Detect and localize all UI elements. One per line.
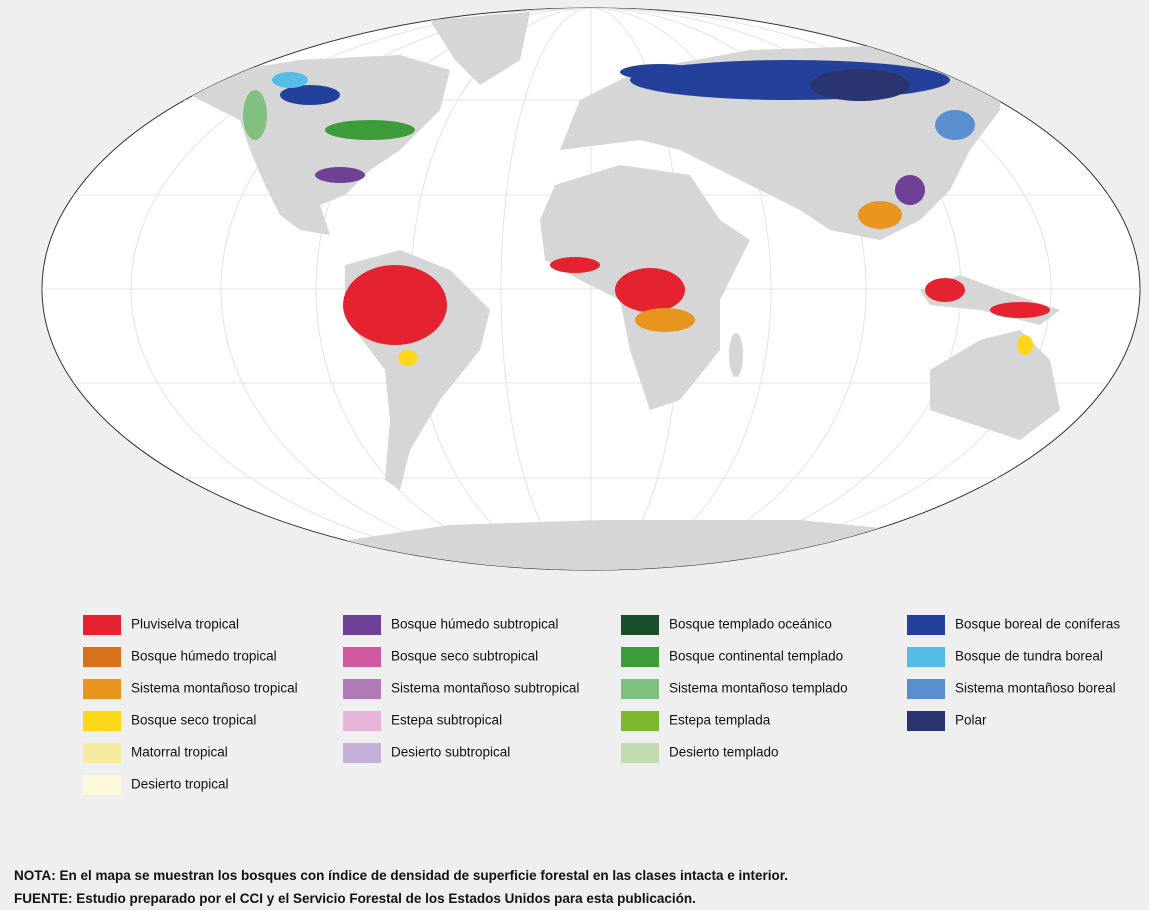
legend-label: Sistema montañoso templado bbox=[669, 681, 848, 696]
forest-areas bbox=[243, 60, 1050, 366]
legend-label: Bosque húmedo tropical bbox=[131, 649, 277, 664]
legend-label: Bosque de tundra boreal bbox=[955, 649, 1103, 664]
legend-swatch bbox=[83, 743, 121, 763]
legend-swatch bbox=[343, 615, 381, 635]
legend-label: Bosque seco tropical bbox=[131, 713, 256, 728]
legend-label: Sistema montañoso subtropical bbox=[391, 681, 579, 696]
legend-label: Estepa subtropical bbox=[391, 713, 502, 728]
legend-swatch bbox=[343, 679, 381, 699]
legend-label: Sistema montañoso tropical bbox=[131, 681, 298, 696]
legend-label: Desierto templado bbox=[669, 745, 779, 760]
legend-label: Pluviselva tropical bbox=[131, 617, 239, 632]
legend-label: Desierto tropical bbox=[131, 777, 229, 792]
legend-swatch bbox=[907, 615, 945, 635]
legend-swatch bbox=[83, 775, 121, 795]
legend: Pluviselva tropical Bosque húmedo tropica… bbox=[83, 615, 1120, 795]
legend-swatch bbox=[907, 711, 945, 731]
legend-label: Bosque seco subtropical bbox=[391, 649, 538, 664]
source: FUENTE: Estudio preparado por el CCI y e… bbox=[14, 891, 696, 906]
legend-swatch bbox=[343, 647, 381, 667]
legend-swatch bbox=[83, 615, 121, 635]
legend-label: Desierto subtropical bbox=[391, 745, 510, 760]
legend-swatch bbox=[621, 679, 659, 699]
note: NOTA: En el mapa se muestran los bosques… bbox=[14, 868, 788, 883]
legend-swatch bbox=[621, 615, 659, 635]
legend-swatch bbox=[621, 743, 659, 763]
legend-swatch bbox=[621, 647, 659, 667]
legend-swatch bbox=[83, 679, 121, 699]
legend-label: Bosque húmedo subtropical bbox=[391, 617, 558, 632]
legend-label: Polar bbox=[955, 713, 987, 728]
legend-label: Sistema montañoso boreal bbox=[955, 681, 1116, 696]
legend-swatch bbox=[343, 711, 381, 731]
legend-swatch bbox=[621, 711, 659, 731]
legend-swatch bbox=[343, 743, 381, 763]
legend-label: Bosque boreal de coníferas bbox=[955, 617, 1120, 632]
legend-label: Matorral tropical bbox=[131, 745, 228, 760]
legend-swatch bbox=[83, 711, 121, 731]
world-map bbox=[41, 7, 1141, 571]
legend-label: Bosque templado oceánico bbox=[669, 617, 832, 632]
legend-label: Estepa templada bbox=[669, 713, 771, 728]
legend-swatch bbox=[83, 647, 121, 667]
legend-swatch bbox=[907, 679, 945, 699]
legend-swatch bbox=[907, 647, 945, 667]
legend-label: Bosque continental templado bbox=[669, 649, 843, 664]
